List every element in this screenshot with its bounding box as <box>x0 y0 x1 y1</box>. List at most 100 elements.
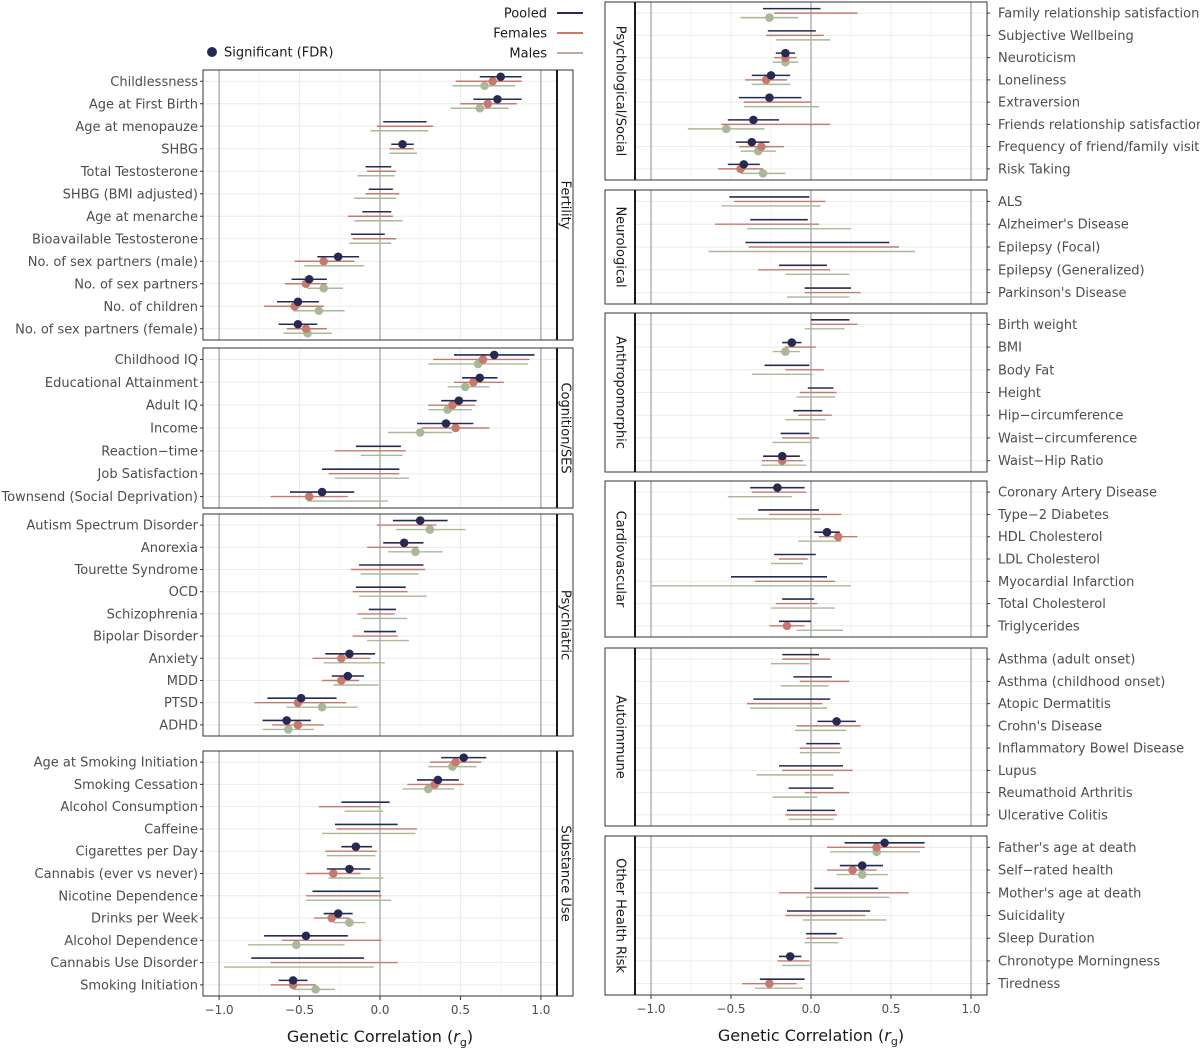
trait-sleep-duration: Sleep Duration <box>804 932 1095 947</box>
x-tick-label: 0.0 <box>801 1002 820 1016</box>
trait-label: Age at menopauze <box>75 120 198 135</box>
trait-tiredness: Tiredness <box>742 977 1060 992</box>
trait-label: Myocardial Infarction <box>998 575 1134 590</box>
point-pooled <box>475 373 485 383</box>
point-pooled <box>785 952 795 961</box>
trait-townsend-social-deprivation: Townsend (Social Deprivation) <box>0 487 389 505</box>
strip-label: Cognition/SES <box>558 382 573 473</box>
point-pooled <box>345 649 354 659</box>
trait-ldl-cholesterol: LDL Cholesterol <box>771 553 1100 568</box>
trait-label: Cannabis Use Disorder <box>50 956 198 971</box>
trait-triglycerides: Triglycerides <box>769 619 1080 634</box>
trait-label: Loneliness <box>998 73 1066 88</box>
strip-label: Psychological/Social <box>613 26 628 157</box>
trait-waist-circumference: Waist−circumference <box>772 431 1137 446</box>
trait-label: Neuroticism <box>998 51 1076 66</box>
trait-label: Self−rated health <box>998 864 1113 879</box>
trait-label: Anorexia <box>141 541 198 556</box>
trait-ocd: OCD <box>169 585 427 600</box>
strip-box <box>604 1 636 181</box>
trait-label: No. of sex partners (male) <box>28 255 198 270</box>
point-females <box>469 377 478 387</box>
trait-label: Bioavailable Testosterone <box>32 232 198 247</box>
trait-label: Risk Taking <box>998 162 1070 177</box>
trait-income: Income <box>150 419 490 437</box>
trait-label: Age at Smoking Initiation <box>34 756 198 771</box>
point-females <box>448 400 457 410</box>
trait-age-at-menopauze: Age at menopauze <box>75 120 434 135</box>
trait-reumathoid-arthritis: Reumathoid Arthritis <box>772 786 1133 801</box>
trait-asthma-childhood-onset: Asthma (childhood onset) <box>780 675 1165 690</box>
point-pooled <box>317 487 327 497</box>
point-pooled <box>832 717 841 726</box>
trait-label: Anxiety <box>149 652 199 667</box>
trait-label: Type−2 Diabetes <box>997 508 1109 523</box>
panel-psychological-social: Family relationship satisfaction Subjecti… <box>604 1 1200 181</box>
trait-alzheimer-s-disease: Alzheimer's Disease <box>715 218 1129 233</box>
point-pooled <box>351 842 361 852</box>
trait-label: Age at First Birth <box>89 97 198 112</box>
trait-label: Mother's age at death <box>998 886 1141 901</box>
point-pooled <box>345 864 354 874</box>
trait-smoking-cessation: Smoking Cessation <box>74 775 464 794</box>
point-females <box>293 720 303 730</box>
point-females <box>301 324 311 334</box>
trait-childlessness: Childlessness <box>110 72 522 91</box>
trait-label: Hip−circumference <box>998 409 1123 424</box>
trait-label: Parkinson's Disease <box>998 286 1127 301</box>
point-females <box>337 654 346 663</box>
trait-frequency-of-friend-family-visits: Frequency of friend/family visits <box>735 137 1200 156</box>
legend-significant-dot <box>207 47 217 57</box>
trait-label: Family relationship satisfaction <box>998 7 1199 22</box>
point-females <box>488 76 497 86</box>
trait-label: Cannabis (ever vs never) <box>35 867 198 882</box>
point-pooled <box>399 538 409 548</box>
point-pooled <box>459 753 468 762</box>
trait-father-s-age-at-death: Father's age at death <box>827 838 1137 857</box>
trait-no-of-sex-partners-female: No. of sex partners (female) <box>15 319 332 338</box>
x-tick-label: 0.5 <box>451 1003 470 1017</box>
panels-layer: Childlessness Age at First Birth Age at me… <box>0 1 1200 997</box>
legend-entry-pooled: Pooled <box>504 7 583 22</box>
trait-label: Total Testosterone <box>80 165 198 180</box>
point-pooled <box>293 297 303 307</box>
trait-label: Drinks per Week <box>91 912 198 927</box>
trait-epilepsy-focal: Epilepsy (Focal) <box>708 241 1100 256</box>
strip-label: Substance Use <box>558 825 573 921</box>
point-pooled <box>398 139 407 149</box>
point-males <box>311 985 320 994</box>
trait-friends-relationship-satisfaction: Friends relationship satisfaction <box>687 115 1200 134</box>
trait-label: Waist−circumference <box>998 431 1137 446</box>
trait-no-of-sex-partners: No. of sex partners <box>74 274 343 293</box>
point-pooled <box>333 252 343 262</box>
trait-label: OCD <box>169 585 198 600</box>
x-axis-title: Genetic Correlation (rg) <box>287 1027 473 1049</box>
legend-significant: Significant (FDR) <box>207 46 333 61</box>
point-males <box>345 918 354 927</box>
x-axis-right: −1.0 −0.5 0.0 0.5 1.0 Genetic Correlation (rg… <box>636 995 981 1048</box>
trait-cigarettes-per-day: Cigarettes per Day <box>76 842 377 860</box>
point-pooled <box>282 716 291 725</box>
trait-label: Age at menarche <box>86 210 198 225</box>
trait-label: Childlessness <box>110 75 198 90</box>
trait-label: Frequency of friend/family visits <box>998 140 1200 155</box>
trait-label: Coronary Artery Disease <box>998 486 1157 501</box>
trait-total-testosterone: Total Testosterone <box>80 165 397 180</box>
trait-adhd: ADHD <box>159 716 324 734</box>
point-males <box>411 547 420 557</box>
trait-label: Asthma (adult onset) <box>998 653 1135 668</box>
trait-label: Father's age at death <box>998 841 1137 856</box>
trait-label: Epilepsy (Focal) <box>998 241 1100 256</box>
point-males <box>425 525 435 534</box>
trait-label: SHBG <box>161 142 198 157</box>
trait-label: Epilepsy (Generalized) <box>998 263 1145 278</box>
trait-job-satisfaction: Job Satisfaction <box>97 467 409 482</box>
strip-label: Other Health Risk <box>613 858 628 973</box>
trait-label: Tiredness <box>997 977 1060 992</box>
trait-bmi: BMI <box>772 338 1022 356</box>
trait-label: Schizophrenia <box>107 607 198 622</box>
x-tick-label: −1.0 <box>205 1003 234 1017</box>
point-pooled <box>441 419 451 428</box>
point-pooled <box>773 483 782 492</box>
trait-anxiety: Anxiety <box>149 649 385 667</box>
